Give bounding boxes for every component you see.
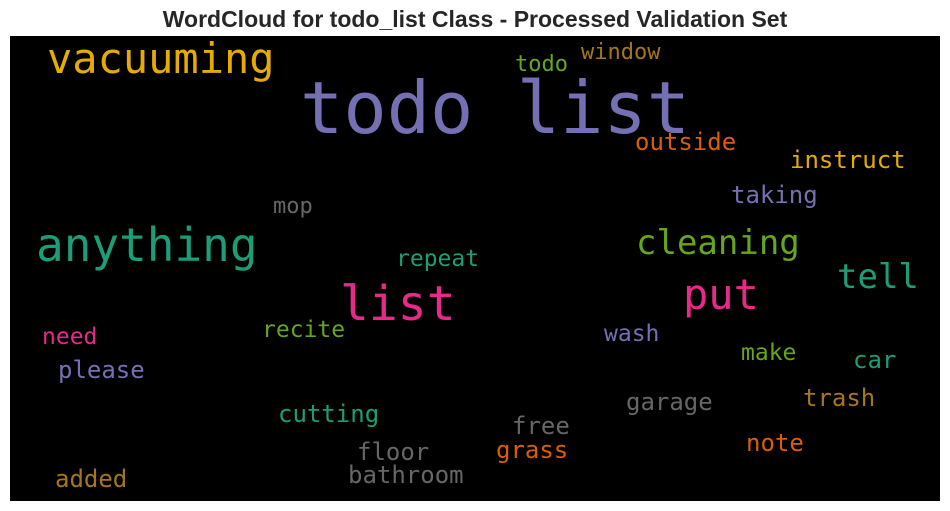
word-garage: garage (626, 388, 713, 416)
word-instruct: instruct (790, 146, 906, 174)
word-floor: floor (357, 438, 430, 466)
word-added: added (55, 465, 128, 493)
word-todo-list: todo list (300, 66, 691, 150)
word-need: need (42, 324, 98, 350)
word-cutting: cutting (278, 400, 380, 428)
word-please: please (58, 356, 145, 384)
word-bathroom: bathroom (348, 461, 464, 489)
word-put: put (683, 270, 759, 319)
word-list: list (340, 276, 456, 332)
word-cleaning: cleaning (636, 223, 800, 263)
word-tell: tell (837, 257, 919, 297)
word-make: make (741, 340, 797, 366)
word-car: car (853, 346, 897, 374)
chart-title: WordCloud for todo_list Class - Processe… (162, 6, 788, 32)
word-anything: anything (36, 218, 258, 272)
word-note: note (746, 429, 804, 457)
word-cloud: todo list vacuuming anything list put cl… (10, 36, 940, 501)
word-todo: todo (515, 52, 568, 77)
word-recite: recite (262, 317, 346, 343)
word-window: window (581, 40, 661, 65)
word-trash: trash (803, 384, 876, 412)
word-vacuuming: vacuuming (47, 36, 275, 83)
word-taking: taking (731, 181, 818, 209)
word-grass: grass (496, 436, 569, 464)
word-repeat: repeat (396, 246, 480, 272)
word-outside: outside (635, 128, 737, 156)
word-mop: mop (273, 194, 313, 219)
word-wash: wash (604, 321, 660, 347)
word-free: free (512, 412, 570, 440)
